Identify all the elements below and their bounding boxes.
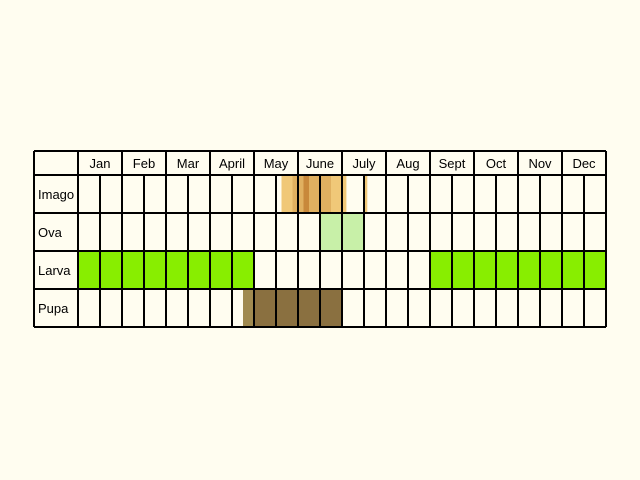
- month-label: Sept: [439, 156, 466, 171]
- stage-segment-imago: [298, 175, 304, 213]
- month-label: Nov: [528, 156, 552, 171]
- month-label: Dec: [572, 156, 596, 171]
- month-label: Mar: [177, 156, 200, 171]
- month-label: June: [306, 156, 334, 171]
- month-label: Feb: [133, 156, 155, 171]
- stage-segment-imago: [364, 175, 368, 213]
- month-label: Oct: [486, 156, 507, 171]
- stage-label: Ova: [38, 225, 63, 240]
- stage-label: Imago: [38, 187, 74, 202]
- stage-segment-imago: [281, 175, 293, 213]
- stage-segment-imago: [342, 175, 347, 213]
- stage-label: Pupa: [38, 301, 69, 316]
- stage-segment-pupa: [243, 289, 254, 327]
- stage-segment-imago: [292, 175, 298, 213]
- stage-segment-imago: [331, 175, 342, 213]
- stage-label: Larva: [38, 263, 71, 278]
- month-label: Jan: [90, 156, 111, 171]
- stage-segment-imago: [303, 175, 309, 213]
- month-label: Aug: [396, 156, 419, 171]
- month-label: July: [352, 156, 376, 171]
- month-label: April: [219, 156, 245, 171]
- month-label: May: [264, 156, 289, 171]
